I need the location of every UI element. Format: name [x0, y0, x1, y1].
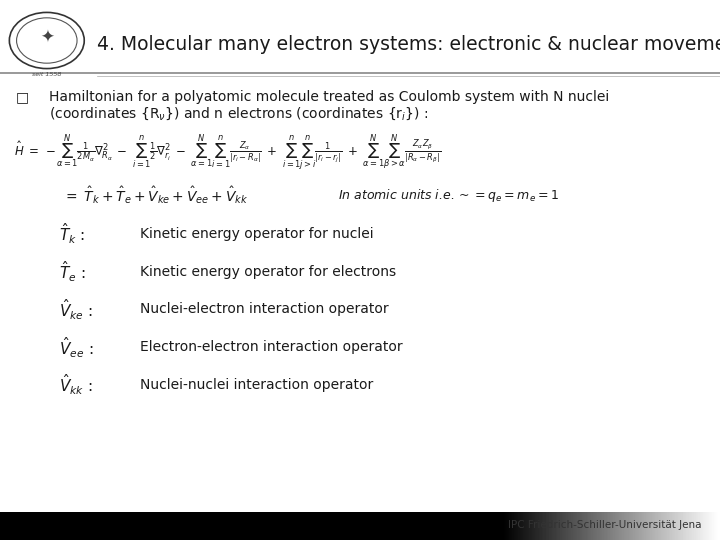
- Text: $\hat{H}\; =\; -\!\sum_{\alpha=1}^{N} \frac{1}{2M_\alpha}\nabla^2_{\!R_\alpha}\;: $\hat{H}\; =\; -\!\sum_{\alpha=1}^{N} \f…: [14, 133, 442, 173]
- Text: Hamiltonian for a polyatomic molecule treated as Coulomb system with N nuclei: Hamiltonian for a polyatomic molecule tr…: [49, 90, 609, 104]
- Text: □: □: [16, 90, 29, 104]
- Text: $=\;\hat{T}_k + \hat{T}_e + \hat{V}_{ke} + \hat{V}_{ee} + \hat{V}_{kk}$: $=\;\hat{T}_k + \hat{T}_e + \hat{V}_{ke}…: [63, 185, 248, 206]
- Text: IPC Friedrich-Schiller-Universität Jena: IPC Friedrich-Schiller-Universität Jena: [508, 519, 702, 530]
- Text: Electron-electron interaction operator: Electron-electron interaction operator: [140, 340, 403, 354]
- Text: $\hat{V}_{ee}$ :: $\hat{V}_{ee}$ :: [59, 335, 94, 360]
- Text: Nuclei-electron interaction operator: Nuclei-electron interaction operator: [140, 302, 389, 316]
- Text: 4. Molecular many electron systems: electronic & nuclear movement: 4. Molecular many electron systems: elec…: [97, 35, 720, 55]
- Text: $\hat{V}_{kk}$ :: $\hat{V}_{kk}$ :: [59, 373, 93, 397]
- Text: ✦: ✦: [40, 29, 54, 47]
- Text: Kinetic energy operator for electrons: Kinetic energy operator for electrons: [140, 265, 397, 279]
- Text: (coordinates {R$_\nu$}) and n electrons (coordinates {r$_i$}) :: (coordinates {R$_\nu$}) and n electrons …: [49, 105, 428, 122]
- Text: seit 1558: seit 1558: [32, 72, 61, 77]
- Text: Nuclei-nuclei interaction operator: Nuclei-nuclei interaction operator: [140, 378, 374, 392]
- Text: Kinetic energy operator for nuclei: Kinetic energy operator for nuclei: [140, 227, 374, 241]
- Text: 1: 1: [16, 513, 25, 528]
- Text: $\hat{V}_{ke}$ :: $\hat{V}_{ke}$ :: [59, 297, 93, 322]
- Text: $\hat{T}_k$ :: $\hat{T}_k$ :: [59, 221, 86, 246]
- Text: In atomic units i.e. ~ $= q_e = m_e = 1$: In atomic units i.e. ~ $= q_e = m_e = 1$: [338, 187, 559, 204]
- Text: $\hat{T}_e$ :: $\hat{T}_e$ :: [59, 259, 86, 284]
